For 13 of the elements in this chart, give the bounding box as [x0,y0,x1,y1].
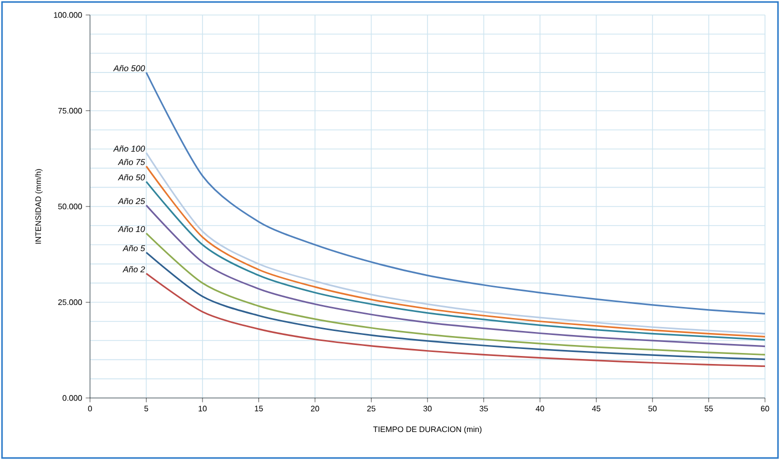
line-series [145,72,766,315]
line-series [145,272,766,367]
series-label: Año 5 [122,245,146,252]
series-label: Año 50 [118,174,145,180]
series-label: Año 2 [122,266,145,272]
line-series [145,204,766,348]
series-label: Año 10 [118,226,145,232]
line-series [145,252,766,360]
line-series [145,232,766,356]
series-label: Año 100 [113,146,145,152]
series-label: Año 75 [118,158,146,166]
series-label: Año 25 [118,198,146,204]
series-label: Año 500 [113,65,145,72]
